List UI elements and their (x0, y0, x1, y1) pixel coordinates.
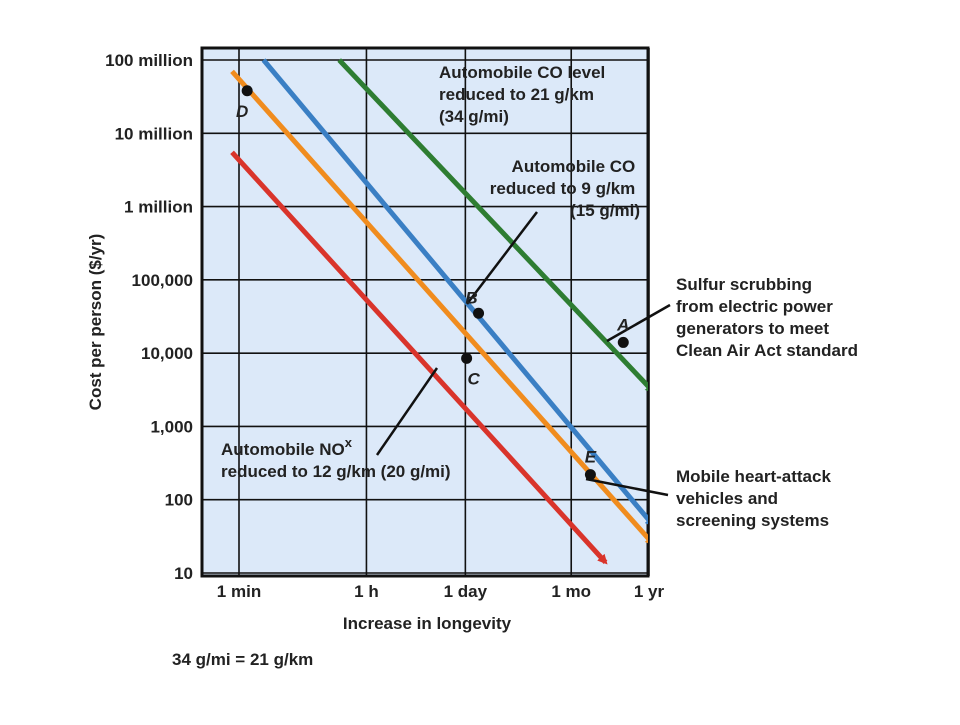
annotation-nox-line-2: reduced to 12 g/km (20 g/mi) (221, 462, 451, 481)
annotation-heart: Mobile heart-attack vehicles and screeni… (676, 467, 836, 530)
annotation-sulfur-line-1: Sulfur scrubbing (676, 275, 812, 294)
y-tick-label-5: 1,000 (150, 417, 193, 436)
plot-frame (200, 46, 650, 578)
x-tick-labels: 1 min 1 h 1 day 1 mo 1 yr (217, 582, 665, 601)
point-d (241, 85, 253, 97)
annotation-co9-line-3: (15 g/mi) (570, 201, 640, 220)
annotation-nox: Automobile NOx reduced to 12 g/km (20 g/… (221, 432, 451, 481)
annotation-heart-line-3: screening systems (676, 511, 829, 530)
x-tick-label-3: 1 mo (551, 582, 591, 601)
x-tick-label-2: 1 day (444, 582, 488, 601)
point-b (473, 307, 485, 319)
x-tick-label-1: 1 h (354, 582, 379, 601)
x-tick-label-4: 1 yr (634, 582, 665, 601)
y-tick-label-6: 100 (165, 491, 193, 510)
annotation-nox-line-1: Automobile NO (221, 440, 345, 459)
series-line-2 (230, 69, 648, 547)
leader-line-nox (375, 367, 439, 456)
annotation-co21-line-3: (34 g/mi) (439, 107, 509, 126)
annotation-sulfur-line-2: from electric power (676, 297, 833, 316)
annotation-sulfur-line-3: generators to meet (676, 319, 829, 338)
leader-line-sulfur (606, 303, 671, 343)
annotation-co21-line-1: Automobile CO level (439, 63, 605, 82)
annotation-heart-line-2: vehicles and (676, 489, 778, 508)
y-axis-title: Cost per person ($/yr) (86, 234, 105, 411)
y-tick-labels: 100 million 10 million 1 million 100,000 10,… (105, 51, 193, 583)
data-points: A B C D E (236, 85, 629, 481)
annotation-co9: Automobile CO reduced to 9 g/km (15 g/mi… (490, 157, 640, 220)
annotation-sulfur-line-4: Clean Air Act standard (676, 341, 858, 360)
point-label-e: E (585, 448, 597, 467)
plot-background (202, 48, 648, 576)
y-tick-label-2: 1 million (124, 198, 193, 217)
series-line-3 (230, 150, 608, 565)
footnote: 34 g/mi = 21 g/km (172, 650, 314, 669)
point-label-a: A (616, 315, 629, 334)
annotation-co21: Automobile CO level reduced to 21 g/km (… (439, 63, 610, 126)
point-label-b: B (465, 288, 477, 307)
series-lines (230, 58, 648, 565)
annotations: Automobile CO level reduced to 21 g/km (… (221, 63, 858, 530)
leader-line-co9 (466, 211, 538, 305)
annotation-heart-line-1: Mobile heart-attack (676, 467, 831, 486)
annotation-sulfur: Sulfur scrubbing from electric power gen… (676, 275, 858, 360)
point-a (617, 336, 629, 348)
leader-lines (375, 211, 671, 497)
x-tick-label-0: 1 min (217, 582, 261, 601)
annotation-nox-superscript: x (345, 435, 353, 450)
annotation-co9-line-2: reduced to 9 g/km (490, 179, 635, 198)
annotation-co21-line-2: reduced to 21 g/km (439, 85, 594, 104)
y-tick-label-1: 10 million (115, 124, 193, 143)
annotation-co9-line-1: Automobile CO (512, 157, 636, 176)
y-tick-label-7: 10 (174, 564, 193, 583)
point-c (461, 352, 473, 364)
point-e (584, 469, 596, 481)
y-tick-label-4: 10,000 (141, 344, 193, 363)
y-tick-label-3: 100,000 (132, 271, 193, 290)
leader-line-heart (585, 477, 669, 497)
point-label-c: C (467, 369, 480, 388)
x-axis-title: Increase in longevity (343, 614, 512, 633)
series-line-1 (261, 58, 648, 528)
y-tick-label-0: 100 million (105, 51, 193, 70)
series-line-0 (337, 58, 648, 394)
point-label-d: D (236, 102, 248, 121)
